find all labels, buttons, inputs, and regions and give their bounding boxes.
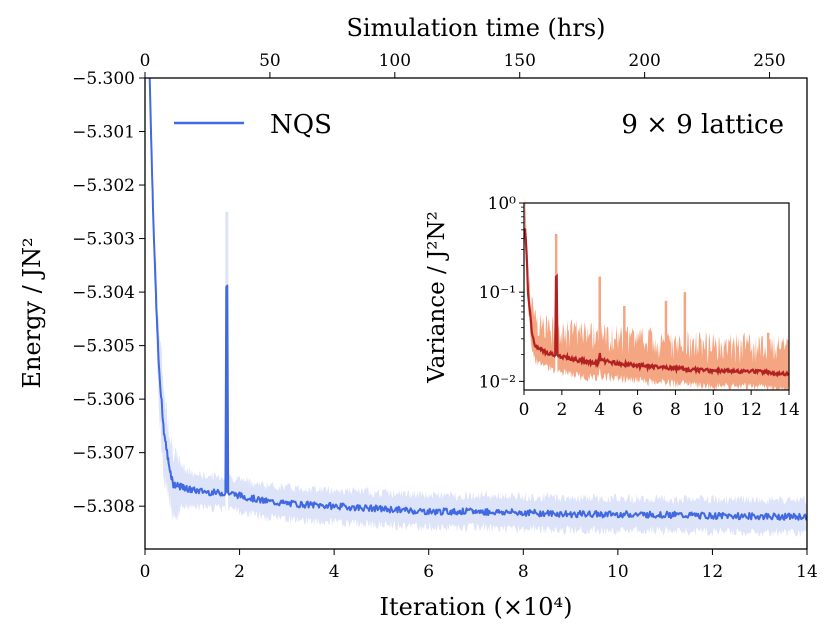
x2-tick-label: 0 — [140, 51, 151, 71]
main-x-axis: 0 2 4 6 8 10 12 14 — [140, 549, 818, 582]
inset-x-tick-label: 10 — [702, 400, 724, 420]
inset-x-axis: 0 2 4 6 8 10 12 14 — [519, 390, 800, 420]
inset-mean-line — [523, 228, 790, 378]
y-axis-label: Energy / JN² — [18, 237, 46, 388]
inset-y-tick-label: 10⁻¹ — [479, 283, 516, 303]
inset-series — [523, 228, 790, 378]
inset-y-axis-label: Variance / J²N² — [424, 211, 450, 384]
y-tick-label: −5.306 — [72, 390, 135, 410]
x-tick-label: 0 — [140, 562, 151, 582]
x2-axis-label: Simulation time (hrs) — [346, 14, 605, 42]
y-tick-label: −5.308 — [72, 497, 135, 517]
y-tick-label: −5.303 — [72, 230, 135, 250]
main-y-axis: −5.300 −5.301 −5.302 −5.303 −5.304 −5.305 −5.3… — [72, 69, 145, 517]
line-nqs — [148, 78, 808, 521]
inset-x-tick-label: 8 — [670, 400, 681, 420]
y-tick-label: −5.307 — [72, 444, 135, 464]
y-tick-label: −5.301 — [72, 123, 135, 143]
inset-x-tick-label: 6 — [632, 400, 643, 420]
x-axis-label: Iteration (×10⁴) — [380, 593, 573, 621]
y-tick-label: −5.300 — [72, 69, 135, 89]
inset-x-tick-label: 12 — [740, 400, 762, 420]
x-tick-label: 8 — [518, 562, 529, 582]
main-plot-frame — [144, 77, 808, 550]
y-tick-label: −5.304 — [72, 283, 135, 303]
inset-y-tick-label: 10⁻² — [479, 372, 516, 392]
inset-y-tick-label: 10⁰ — [488, 194, 517, 214]
x-tick-label: 14 — [796, 562, 818, 582]
x-tick-label: 4 — [329, 562, 340, 582]
inset-x-tick-label: 0 — [519, 400, 530, 420]
inset-x-tick-label: 2 — [556, 400, 567, 420]
x2-tick-label: 250 — [753, 51, 785, 71]
inset-x-tick-label: 14 — [778, 400, 800, 420]
x-tick-label: 10 — [607, 562, 629, 582]
y-tick-label: −5.305 — [72, 337, 135, 357]
y-tick-label: −5.302 — [72, 176, 135, 196]
main-top-axis: 0 50 100 150 200 250 — [140, 51, 786, 78]
x2-tick-label: 200 — [628, 51, 660, 71]
x2-tick-label: 100 — [379, 51, 411, 71]
x-tick-label: 6 — [423, 562, 434, 582]
main-series — [148, 78, 808, 521]
x-tick-label: 12 — [702, 562, 724, 582]
legend-label-nqs: NQS — [270, 110, 332, 140]
x-tick-label: 2 — [234, 562, 245, 582]
inset-spread-area — [524, 196, 789, 390]
inset-x-tick-label: 4 — [594, 400, 605, 420]
x2-tick-label: 150 — [503, 51, 535, 71]
inset-y-axis: 10⁻² 10⁻¹ 10⁰ — [479, 194, 524, 392]
lattice-annotation: 9 × 9 lattice — [621, 110, 784, 140]
x2-tick-label: 50 — [259, 51, 281, 71]
